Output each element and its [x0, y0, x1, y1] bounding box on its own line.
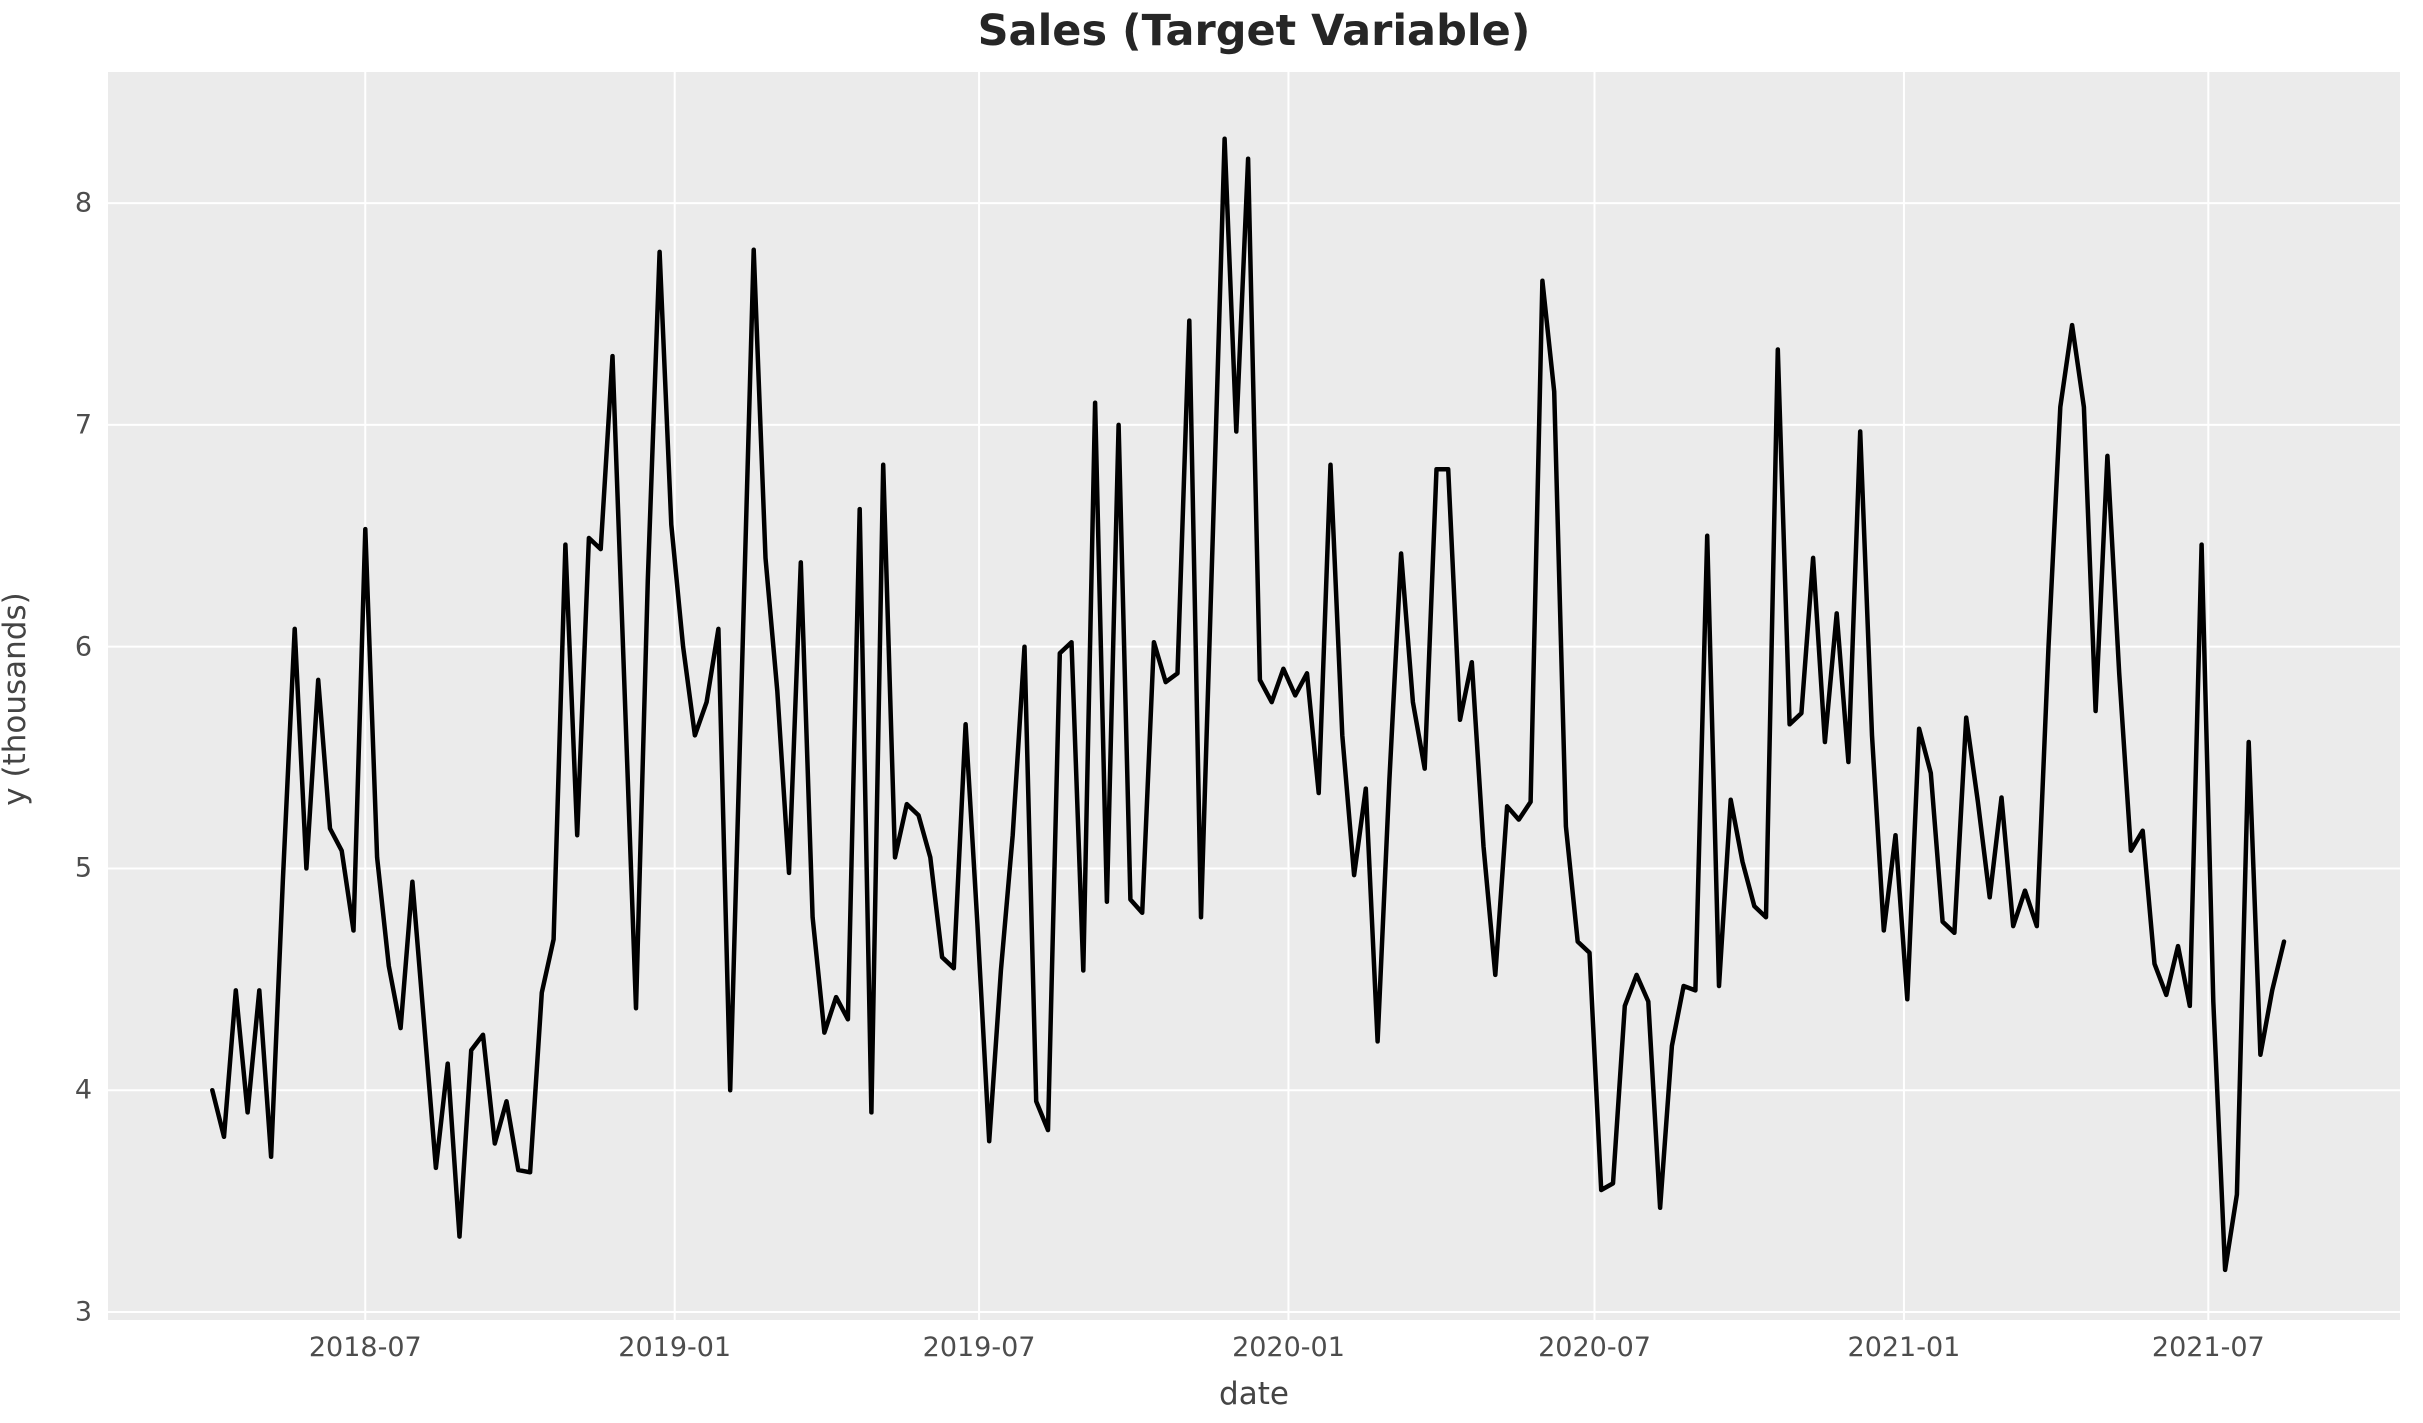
y-tick-label: 6 — [74, 631, 92, 663]
y-tick-label: 4 — [74, 1074, 92, 1106]
y-tick-label: 3 — [74, 1296, 92, 1328]
y-tick-label: 7 — [74, 409, 92, 441]
x-axis-label: date — [1219, 1376, 1289, 1412]
sales-line — [210, 136, 2287, 1273]
y-axis-label: y (thousands) — [0, 592, 33, 806]
y-tick-label: 5 — [74, 852, 92, 884]
x-tick-label: 2019-01 — [618, 1332, 732, 1363]
x-tick-label: 2021-01 — [1847, 1332, 1961, 1363]
x-tick-label: 2019-07 — [922, 1332, 1036, 1363]
y-tick-label: 8 — [74, 187, 92, 219]
chart-title: Sales (Target Variable) — [977, 6, 1531, 56]
x-tick-label: 2020-01 — [1232, 1332, 1345, 1363]
x-tick-label: 2020-07 — [1538, 1332, 1651, 1363]
x-tick-label: 2021-07 — [2151, 1332, 2265, 1363]
x-tick-label: 2018-07 — [308, 1332, 422, 1363]
